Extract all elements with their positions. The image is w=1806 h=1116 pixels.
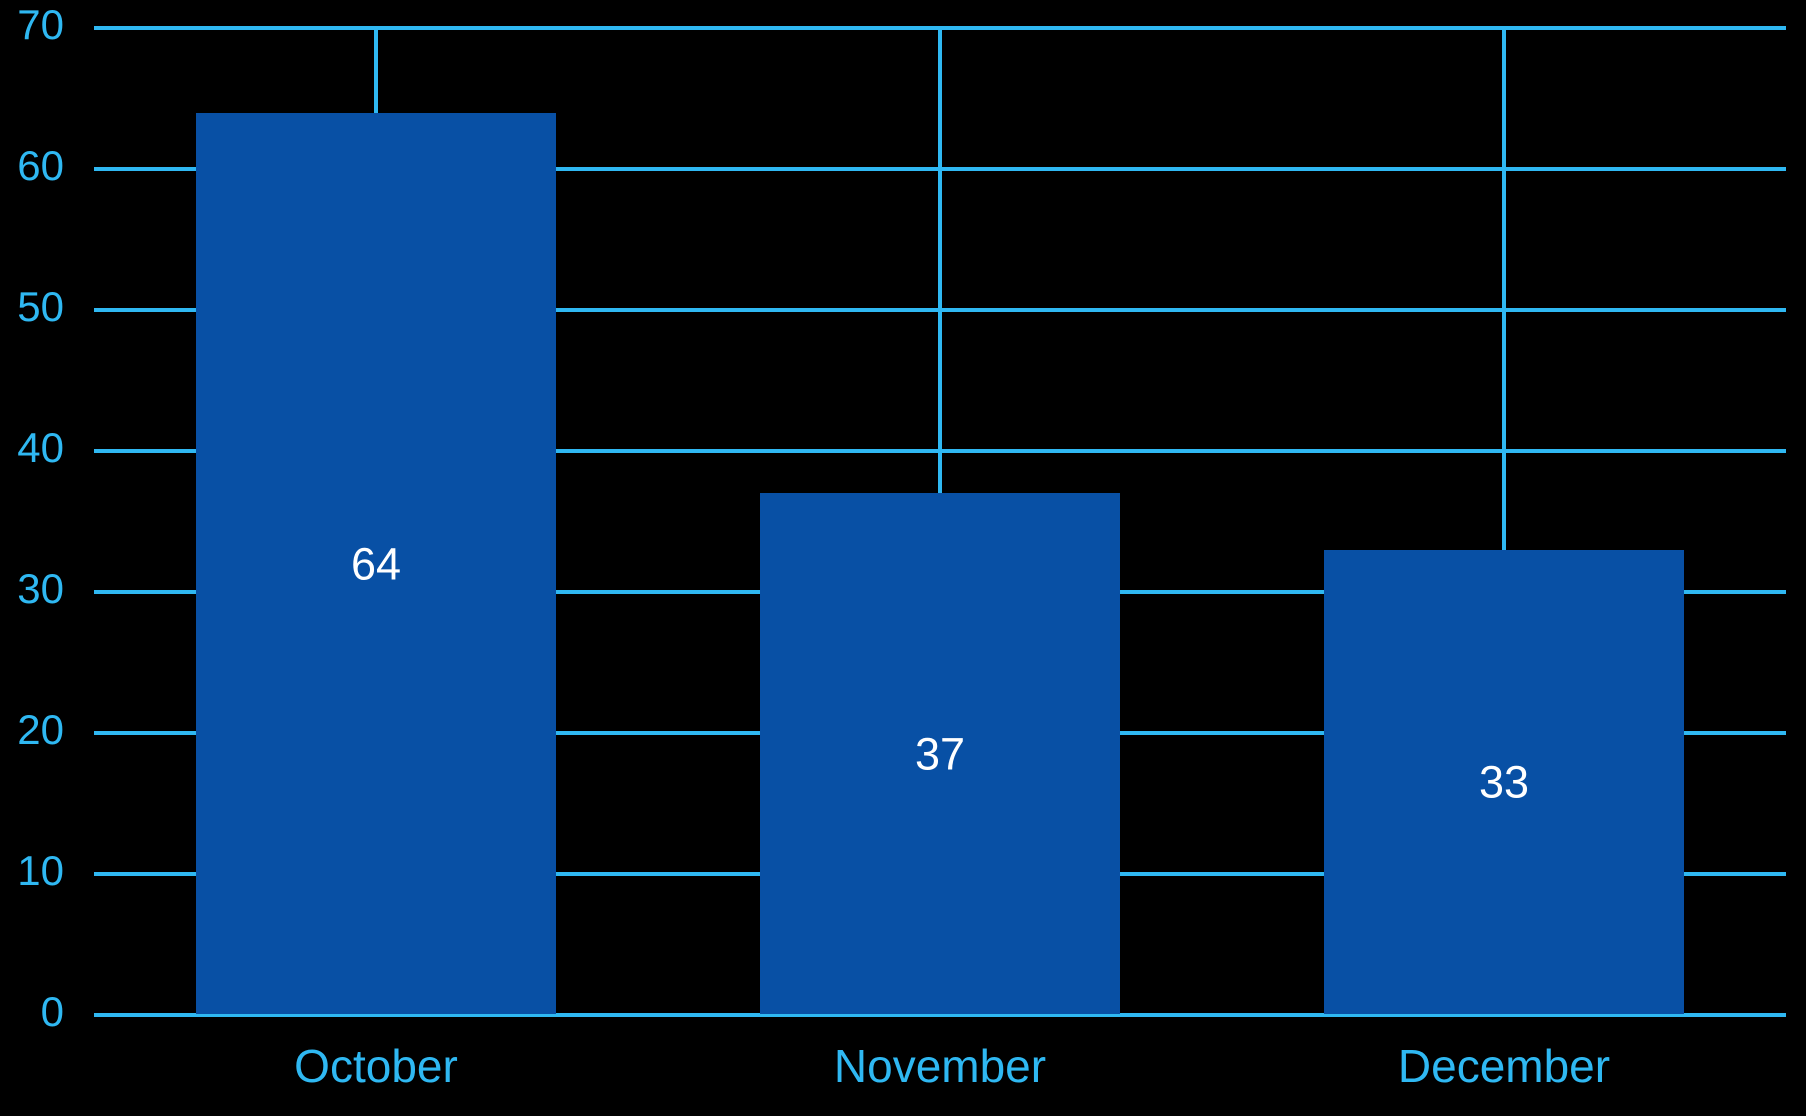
bar-december (1323, 549, 1685, 1014)
x-axis-category-label-october: October (294, 1040, 458, 1092)
bar-value-label-october: 64 (350, 538, 402, 590)
y-axis-tick-label-60: 60 (17, 142, 64, 189)
y-axis-tick-label-40: 40 (17, 424, 64, 471)
bar-value-label-december: 33 (1478, 756, 1530, 808)
bar-october (195, 112, 557, 1014)
y-gridline-0 (94, 1013, 1786, 1017)
bar-value-label-november: 37 (914, 728, 966, 780)
y-axis-tick-label-70: 70 (17, 1, 64, 48)
y-axis-tick-label-10: 10 (17, 847, 64, 894)
y-axis-tick-label-20: 20 (17, 706, 64, 753)
x-axis-category-label-november: November (833, 1040, 1047, 1092)
y-axis-tick-label-0: 0 (40, 988, 64, 1035)
x-axis-category-label-december: December (1397, 1040, 1611, 1092)
y-axis-tick-label-50: 50 (17, 283, 64, 330)
category-gridline-december (1502, 26, 1506, 1013)
bar-november (759, 493, 1121, 1014)
y-axis-tick-label-30: 30 (17, 565, 64, 612)
